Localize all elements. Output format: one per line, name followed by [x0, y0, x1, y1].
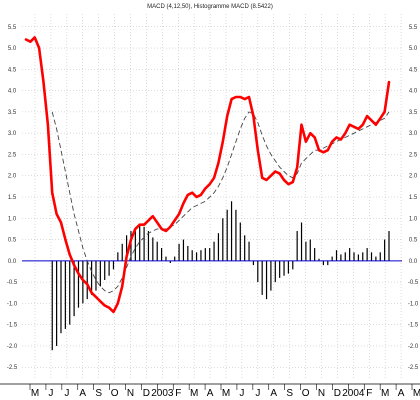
- x-tick-label: J: [239, 388, 244, 399]
- y-tick-label-right: 1.0: [409, 216, 418, 222]
- x-tick-label: A: [398, 388, 405, 399]
- y-tick-label-left: 3.5: [8, 110, 17, 116]
- y-tick-label-left: 1.5: [8, 195, 17, 201]
- y-tick-label-left: 0.5: [8, 238, 17, 244]
- y-tick-label-right: 0.0: [409, 259, 418, 265]
- y-tick-label-right: -2.0: [408, 344, 419, 350]
- y-tick-label-left: 4.0: [8, 89, 17, 95]
- x-tick-label: D: [334, 388, 341, 399]
- y-tick-label-left: 1.0: [8, 216, 17, 222]
- y-tick-label-right: 3.0: [409, 131, 418, 137]
- x-tick-label: S: [95, 388, 102, 399]
- y-tick-label-left: 2.5: [8, 152, 17, 158]
- x-tick-label: O: [302, 388, 310, 399]
- y-tick-label-right: 0.5: [409, 238, 418, 244]
- y-tick-label-right: 2.0: [409, 174, 418, 180]
- y-tick-label-right: 5.5: [409, 25, 418, 31]
- y-tick-label-left: -1.0: [7, 301, 18, 307]
- x-tick-label: O: [111, 388, 119, 399]
- x-tick-label: 2003: [151, 388, 174, 399]
- y-tick-label-left: -1.5: [7, 323, 18, 329]
- y-tick-label-left: 5.5: [8, 25, 17, 31]
- y-tick-label-right: -1.0: [408, 301, 419, 307]
- x-axis: M J J A S O N D 2003 F M A M J J A S O N D 2004 F M A M: [0, 383, 420, 399]
- macd-line: [24, 36, 391, 314]
- x-tick-label: J: [48, 388, 53, 399]
- y-axis-left: 5.5 5.0 4.5 4.0 3.5 3.0 2.5 2.0 1.5 1.0 0.5 0.0 -0.5…: [7, 25, 18, 371]
- y-tick-label-left: -0.5: [7, 280, 18, 286]
- y-tick-label-right: 2.5: [409, 152, 418, 158]
- y-tick-label-right: 3.5: [409, 110, 418, 116]
- signal-line: [51, 111, 390, 294]
- x-tick-label: M: [413, 388, 420, 399]
- x-tick-label: S: [286, 388, 293, 399]
- x-tick-label: J: [255, 388, 260, 399]
- x-tick-label: M: [222, 388, 230, 399]
- y-tick-label-left: -2.5: [7, 365, 18, 371]
- x-tick-label: M: [190, 388, 198, 399]
- x-tick-label: N: [127, 388, 134, 399]
- y-tick-label-right: 1.5: [409, 195, 418, 201]
- y-tick-label-right: -2.5: [408, 365, 419, 371]
- y-tick-label-left: 4.5: [8, 67, 17, 73]
- histogram-series: [51, 201, 390, 351]
- x-tick-label: F: [366, 388, 372, 399]
- y-tick-label-left: 5.0: [8, 46, 17, 52]
- x-tick-label: M: [31, 388, 39, 399]
- x-tick-label: 2004: [342, 388, 365, 399]
- x-tick-label: M: [381, 388, 389, 399]
- grid: [22, 14, 402, 380]
- y-tick-label-left: 3.0: [8, 131, 17, 137]
- y-tick-label-right: 5.0: [409, 46, 418, 52]
- chart-title: MACD (4,12,50), Histogramme MACD (8.5422…: [147, 4, 273, 10]
- y-axis-right: 5.5 5.0 4.5 4.0 3.5 3.0 2.5 2.0 1.5 1.0 0.5 0.0 -0.5…: [408, 25, 419, 371]
- y-tick-label-right: -1.5: [408, 323, 419, 329]
- x-tick-label: D: [143, 388, 150, 399]
- x-tick-label: N: [318, 388, 325, 399]
- y-tick-label-right: -0.5: [408, 280, 419, 286]
- x-tick-label: A: [79, 388, 86, 399]
- y-tick-label-right: 4.0: [409, 89, 418, 95]
- x-tick-label: A: [207, 388, 214, 399]
- y-tick-label-right: 4.5: [409, 67, 418, 73]
- y-tick-label-left: 0.0: [8, 259, 17, 265]
- y-tick-label-left: 2.0: [8, 174, 17, 180]
- x-tick-label: F: [175, 388, 181, 399]
- x-tick-label: J: [64, 388, 69, 399]
- y-tick-label-left: -2.0: [7, 344, 18, 350]
- x-tick-label: A: [270, 388, 277, 399]
